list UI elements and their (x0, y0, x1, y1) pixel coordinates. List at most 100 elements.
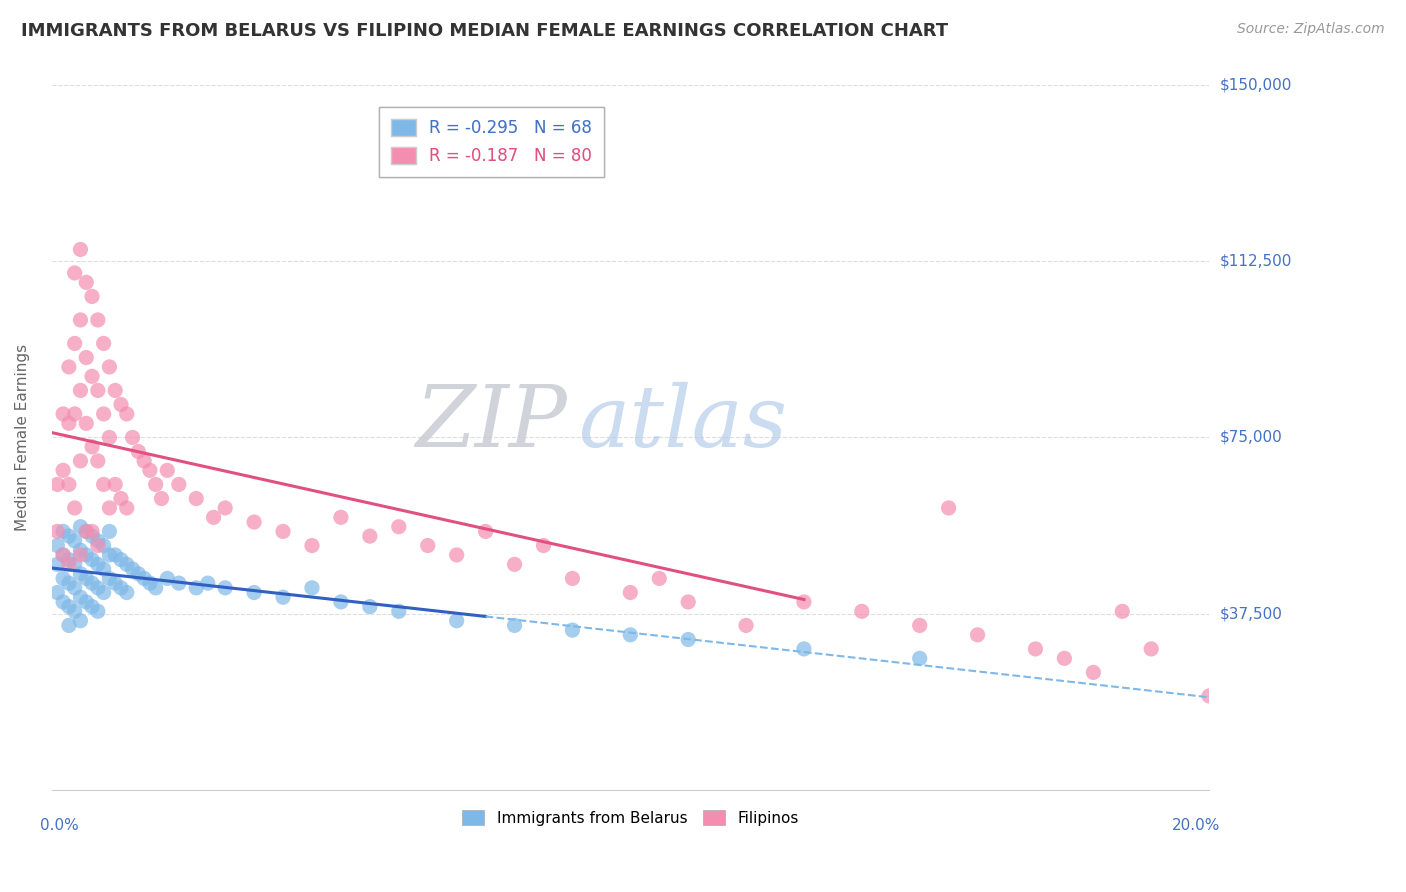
Point (46, 477, 69, 491)
Point (52, 463, 75, 477)
Point (75, 595, 97, 609)
Point (63, 500, 86, 515)
Point (58, 599, 80, 614)
Point (134, 571, 156, 585)
Point (98, 359, 121, 374)
Point (58, 359, 80, 374)
Point (214, 581, 236, 595)
Point (98, 430, 121, 444)
Point (52, 407, 75, 421)
Point (87, 581, 110, 595)
Point (648, 571, 671, 585)
Point (619, 585, 641, 599)
Text: 20.0%: 20.0% (1173, 818, 1220, 833)
Point (908, 651, 931, 665)
Point (58, 618, 80, 632)
Point (104, 548, 127, 562)
Point (329, 510, 352, 524)
Point (167, 576, 190, 591)
Point (52, 524, 75, 539)
Point (52, 548, 75, 562)
Point (104, 477, 127, 491)
Point (69, 454, 91, 468)
Point (75, 524, 97, 539)
Point (75, 548, 97, 562)
Point (63, 581, 86, 595)
Point (46, 524, 69, 539)
Point (1083, 665, 1105, 680)
Point (93, 585, 115, 599)
Point (80, 599, 103, 614)
Point (104, 576, 127, 591)
Point (75, 276, 97, 290)
Point (359, 529, 381, 543)
Point (110, 398, 132, 412)
Point (58, 576, 80, 591)
Point (63, 533, 86, 548)
Point (115, 500, 138, 515)
Point (63, 336, 86, 351)
Point (98, 500, 121, 515)
Point (446, 614, 468, 628)
Point (75, 571, 97, 585)
Point (145, 477, 167, 491)
Point (98, 548, 121, 562)
Point (58, 417, 80, 431)
Point (93, 336, 115, 351)
Point (243, 515, 266, 529)
Text: IMMIGRANTS FROM BELARUS VS FILIPINO MEDIAN FEMALE EARNINGS CORRELATION CHART: IMMIGRANTS FROM BELARUS VS FILIPINO MEDI… (21, 22, 948, 40)
Point (80, 524, 103, 539)
Point (115, 585, 138, 599)
Point (87, 558, 110, 572)
Point (75, 524, 97, 539)
Point (75, 351, 97, 365)
Point (388, 604, 411, 618)
Point (139, 463, 162, 477)
Point (474, 524, 496, 539)
Point (186, 491, 208, 506)
Point (676, 632, 699, 647)
Point (301, 581, 323, 595)
Point (80, 529, 103, 543)
Point (93, 407, 115, 421)
Text: $112,500: $112,500 (1220, 253, 1292, 268)
Point (416, 539, 439, 553)
Point (52, 548, 75, 562)
Point (69, 313, 91, 327)
Point (87, 539, 110, 553)
Point (1024, 641, 1046, 656)
Point (87, 604, 110, 618)
Point (75, 417, 97, 431)
Point (503, 558, 526, 572)
Point (69, 384, 91, 398)
Point (52, 595, 75, 609)
Point (145, 581, 167, 595)
Point (69, 243, 91, 257)
Point (93, 562, 115, 576)
Point (167, 477, 190, 491)
Point (46, 558, 69, 572)
Point (1198, 689, 1220, 703)
Point (69, 566, 91, 581)
Point (676, 595, 699, 609)
Point (793, 595, 815, 609)
Point (156, 571, 179, 585)
Point (80, 552, 103, 566)
Point (156, 463, 179, 477)
Point (793, 641, 815, 656)
Point (1111, 604, 1133, 618)
Point (69, 543, 91, 558)
Point (561, 623, 583, 637)
Point (87, 454, 110, 468)
Point (110, 491, 132, 506)
Text: $37,500: $37,500 (1220, 607, 1284, 621)
Point (503, 618, 526, 632)
Point (243, 585, 266, 599)
Point (110, 581, 132, 595)
Point (80, 440, 103, 454)
Text: atlas: atlas (578, 382, 787, 465)
Point (58, 529, 80, 543)
Point (115, 558, 138, 572)
Point (121, 430, 143, 444)
Point (58, 552, 80, 566)
